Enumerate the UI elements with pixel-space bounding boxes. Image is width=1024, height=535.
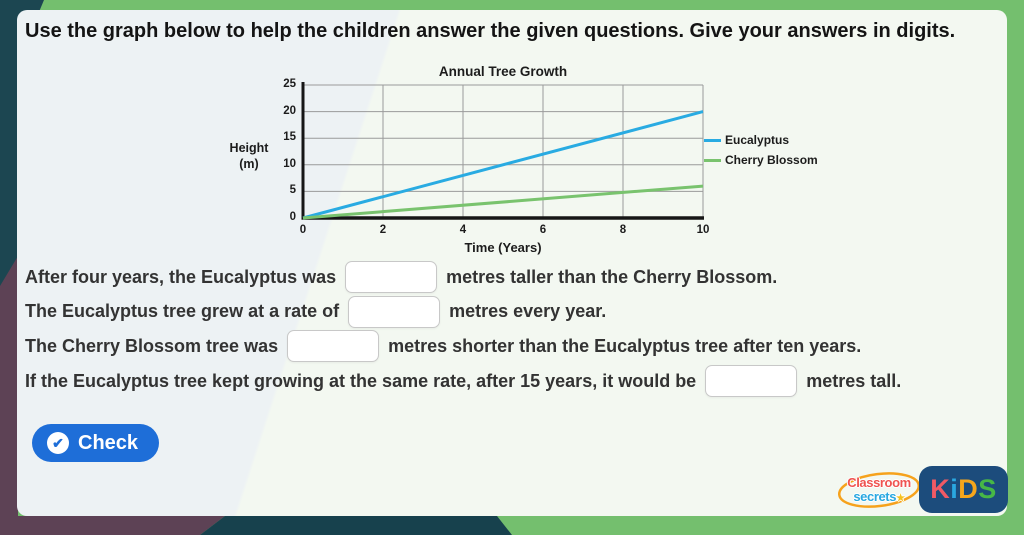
bottom-decoration-teal bbox=[200, 516, 512, 535]
check-button[interactable]: ✔ Check bbox=[32, 424, 160, 462]
question-3-text-before: The Cherry Blossom tree was bbox=[25, 335, 279, 356]
question-1-text-after: metres taller than the Cherry Blossom. bbox=[446, 266, 778, 287]
question-row-2: The Eucalyptus tree grew at a rate of me… bbox=[25, 295, 1015, 330]
chart-legend: Eucalyptus Cherry Blossom bbox=[704, 130, 818, 170]
check-circle-icon: ✔ bbox=[47, 432, 69, 454]
classroom-secrets-logo: Classroom secrets★ bbox=[837, 469, 921, 514]
kids-letter-i: i bbox=[950, 474, 959, 504]
secrets-text: secrets★ bbox=[853, 489, 905, 504]
legend-item-cherry-blossom: Cherry Blossom bbox=[704, 150, 818, 170]
question-2-text-after: metres every year. bbox=[449, 301, 607, 322]
kids-logo: K i D S bbox=[919, 466, 1008, 513]
question-3-text-after: metres shorter than the Eucalyptus tree … bbox=[388, 335, 862, 356]
check-button-label: Check bbox=[78, 431, 139, 454]
answer-input-2[interactable] bbox=[348, 295, 441, 328]
cherry-blossom-line-swatch bbox=[704, 158, 721, 162]
question-list: After four years, the Eucalyptus was met… bbox=[25, 260, 1015, 398]
legend-label-eucalyptus: Eucalyptus bbox=[725, 133, 790, 147]
chart-title: Annual Tree Growth bbox=[438, 64, 568, 79]
instruction-text: Use the graph below to help the children… bbox=[25, 20, 956, 42]
answer-input-1[interactable] bbox=[345, 261, 438, 294]
x-axis-label: Time (Years) bbox=[464, 240, 542, 255]
classroom-text: Classroom bbox=[847, 475, 911, 490]
kids-letter-s: S bbox=[978, 474, 997, 504]
kids-letter-d: D bbox=[958, 474, 979, 504]
answer-input-3[interactable] bbox=[287, 330, 380, 363]
chart-plot-area bbox=[301, 82, 704, 220]
star-icon: ★ bbox=[896, 493, 905, 504]
kids-letter-k: K bbox=[930, 474, 951, 504]
question-4-text-after: metres tall. bbox=[806, 370, 902, 391]
legend-label-cherry-blossom: Cherry Blossom bbox=[725, 153, 818, 167]
tree-growth-chart: Annual Tree Growth 0 2 4 6 8 10 0 5 10 15 20 25 He… bbox=[218, 62, 818, 267]
question-2-text-before: The Eucalyptus tree grew at a rate of bbox=[25, 301, 340, 322]
y-axis-label: Height (m) bbox=[229, 141, 269, 171]
logo-swoosh bbox=[838, 472, 920, 508]
answer-input-4[interactable] bbox=[705, 365, 798, 398]
question-4-text-before: If the Eucalyptus tree kept growing at t… bbox=[25, 370, 697, 391]
question-row-3: The Cherry Blossom tree was metres short… bbox=[25, 329, 1015, 364]
eucalyptus-line-swatch bbox=[704, 138, 721, 142]
activity-card: Use the graph below to help the children… bbox=[17, 10, 1008, 516]
question-row-1: After four years, the Eucalyptus was met… bbox=[25, 260, 1015, 295]
legend-item-eucalyptus: Eucalyptus bbox=[704, 130, 818, 150]
question-1-text-before: After four years, the Eucalyptus was bbox=[25, 266, 337, 287]
question-row-4: If the Eucalyptus tree kept growing at t… bbox=[25, 364, 1015, 399]
